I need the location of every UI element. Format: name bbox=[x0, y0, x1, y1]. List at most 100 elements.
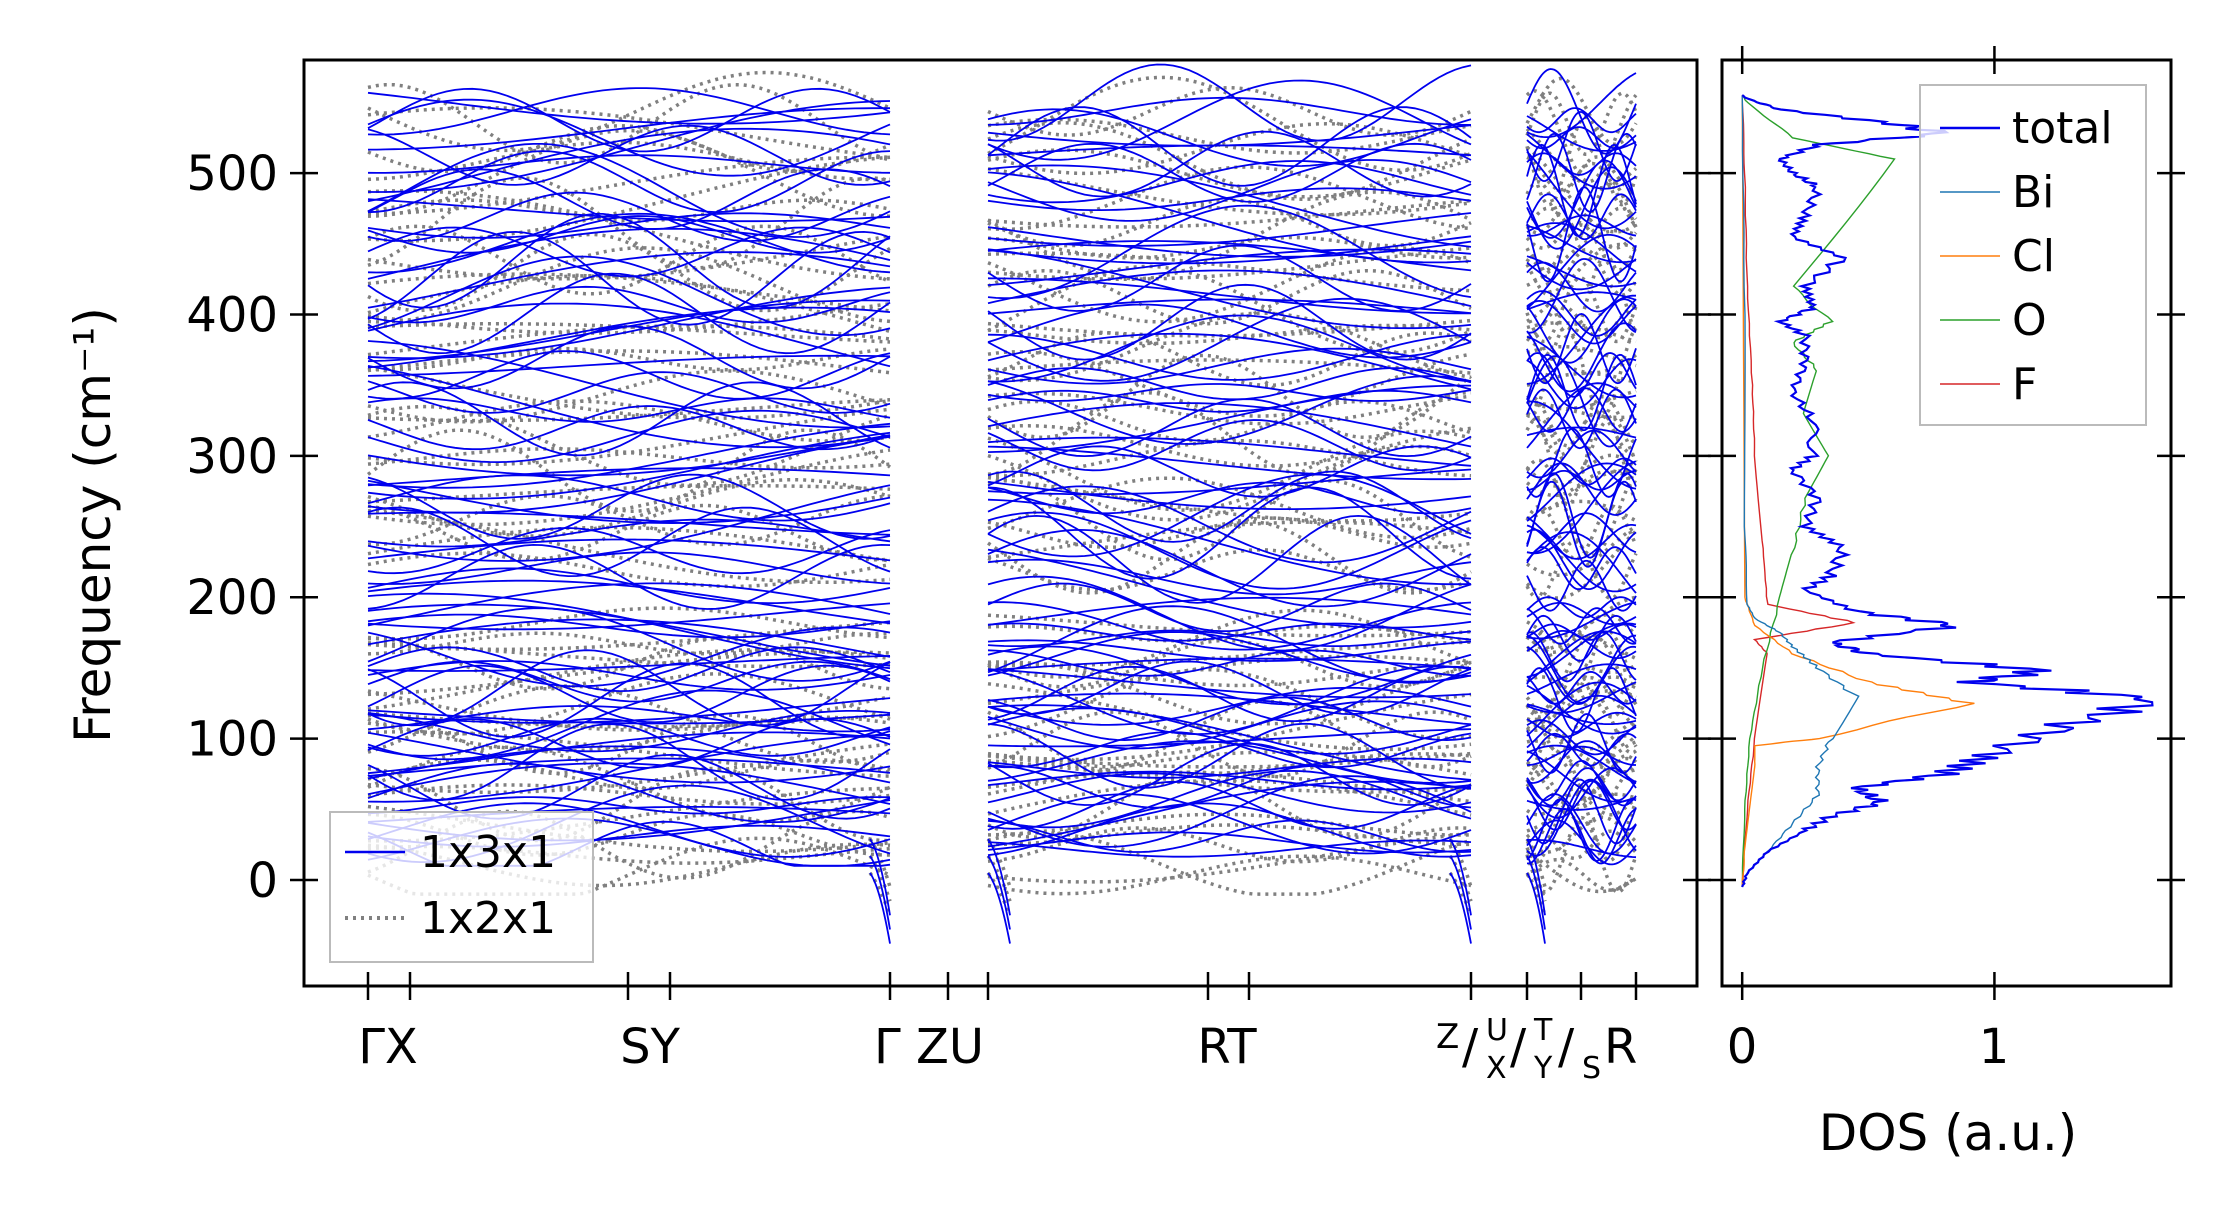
band-line bbox=[1526, 335, 1637, 399]
band-line bbox=[1526, 115, 1637, 152]
band-line bbox=[987, 122, 1472, 176]
band-line bbox=[367, 255, 891, 337]
band-line bbox=[987, 778, 1472, 817]
band-line bbox=[987, 548, 1472, 629]
band-line bbox=[987, 333, 1472, 381]
band-line bbox=[1525, 734, 1638, 795]
band-line bbox=[367, 525, 891, 563]
band-line bbox=[1526, 596, 1637, 619]
dos-legend-box bbox=[1919, 84, 2147, 426]
band-line bbox=[987, 160, 1472, 204]
band-line bbox=[1525, 206, 1638, 240]
band-line bbox=[987, 399, 1472, 443]
x-label-gamma-z-u: Γ ZU bbox=[874, 1019, 984, 1075]
band-series-1x3x1 bbox=[367, 63, 1637, 944]
band-line bbox=[1526, 291, 1637, 311]
band-line bbox=[367, 230, 891, 326]
band-line bbox=[987, 424, 1472, 468]
band-line bbox=[367, 435, 891, 514]
band-line bbox=[367, 405, 891, 451]
band-line bbox=[1526, 126, 1637, 150]
band-line bbox=[1526, 242, 1637, 323]
x-label-slash-1: / bbox=[1462, 1019, 1479, 1075]
band-line bbox=[367, 168, 891, 231]
band-x-ticks bbox=[366, 972, 1638, 1000]
band-line bbox=[367, 664, 891, 724]
band-line bbox=[367, 124, 891, 174]
band-line-imaginary bbox=[869, 872, 891, 944]
band-line bbox=[1525, 858, 1638, 892]
band-line bbox=[1527, 745, 1636, 766]
band-line bbox=[367, 399, 891, 443]
band-line bbox=[987, 468, 1472, 496]
band-line bbox=[1525, 815, 1638, 854]
band-line bbox=[987, 772, 1472, 814]
band-line bbox=[1526, 234, 1637, 310]
band-y-tick-label: 0 bbox=[247, 853, 278, 909]
band-line-imaginary bbox=[1449, 855, 1472, 930]
band-line bbox=[987, 204, 1472, 300]
band-line bbox=[1526, 159, 1637, 239]
band-line bbox=[987, 314, 1472, 383]
band-line bbox=[1526, 68, 1637, 155]
band-line bbox=[987, 124, 1472, 147]
band-line bbox=[1526, 389, 1637, 411]
band-line bbox=[1526, 352, 1637, 398]
dos-x-tick-1: 1 bbox=[1979, 1019, 2010, 1075]
band-line bbox=[367, 191, 891, 242]
band-line bbox=[987, 802, 1472, 858]
dos-curve-bi bbox=[1741, 95, 1860, 888]
band-line bbox=[987, 696, 1472, 742]
band-line bbox=[1526, 155, 1637, 192]
band-line bbox=[367, 518, 891, 548]
band-line bbox=[987, 481, 1472, 510]
band-frame bbox=[302, 58, 1699, 988]
band-line bbox=[1526, 387, 1637, 433]
band-line bbox=[1526, 524, 1638, 577]
band-line bbox=[987, 665, 1472, 736]
band-line bbox=[987, 144, 1472, 157]
band-line bbox=[1525, 815, 1638, 894]
band-line bbox=[987, 758, 1472, 794]
band-line bbox=[1526, 460, 1637, 555]
band-line bbox=[987, 389, 1472, 413]
band-line bbox=[367, 766, 891, 843]
band-line bbox=[367, 369, 891, 424]
band-line bbox=[367, 592, 891, 670]
band-line bbox=[1526, 531, 1637, 594]
band-line bbox=[987, 692, 1472, 726]
band-line bbox=[367, 70, 891, 153]
band-line bbox=[1526, 528, 1637, 591]
band-line bbox=[1526, 719, 1637, 756]
band-line bbox=[1526, 807, 1637, 865]
band-line bbox=[987, 731, 1472, 769]
band-line-imaginary bbox=[987, 838, 1011, 916]
band-line bbox=[1526, 663, 1637, 695]
dos-curve-cl bbox=[1741, 95, 1975, 887]
band-line-imaginary bbox=[869, 838, 891, 916]
band-line bbox=[987, 769, 1472, 829]
band-line bbox=[367, 286, 891, 360]
band-line bbox=[1525, 529, 1638, 600]
band-line bbox=[1526, 388, 1637, 450]
band-line bbox=[366, 428, 892, 513]
band-line bbox=[1526, 427, 1637, 498]
band-x-tick-labels: ΓX SY Γ ZU RT Z / U X / T Y / S R bbox=[358, 1013, 1637, 1086]
band-legend-box bbox=[329, 811, 594, 963]
band-line bbox=[1526, 472, 1637, 559]
band-line bbox=[367, 655, 891, 672]
band-line bbox=[367, 397, 891, 423]
band-line bbox=[987, 246, 1472, 324]
band-line bbox=[367, 626, 891, 688]
band-line bbox=[367, 602, 891, 631]
band-line bbox=[987, 764, 1472, 809]
band-line bbox=[987, 384, 1471, 453]
band-line bbox=[1525, 337, 1638, 375]
band-line bbox=[367, 87, 891, 153]
band-line bbox=[367, 762, 891, 823]
dos-x-axis-title: DOS (a.u.) bbox=[1819, 1104, 2078, 1162]
y-axis-title: Frequency (cm⁻¹) bbox=[64, 307, 122, 743]
band-line bbox=[987, 582, 1472, 633]
band-line bbox=[987, 187, 1472, 211]
